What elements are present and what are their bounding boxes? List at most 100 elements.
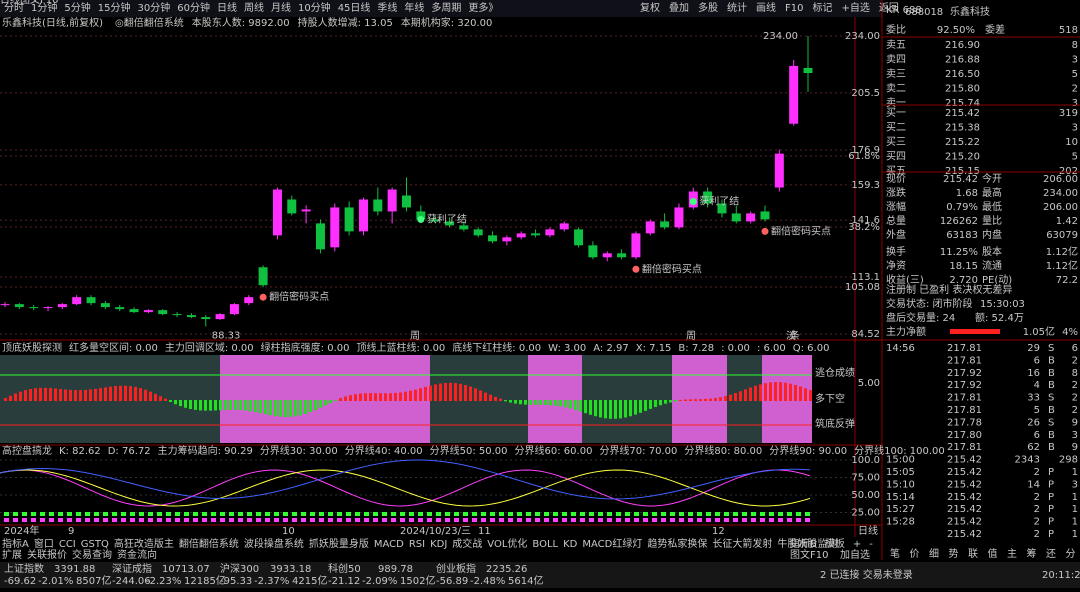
period-tab[interactable]: 5分钟	[64, 1, 90, 14]
signal-bar	[121, 512, 126, 516]
indicator-tab[interactable]: 长征大箭发射	[712, 537, 772, 550]
info-value: 63183	[946, 230, 978, 241]
panel-tab[interactable]: 筹	[1027, 547, 1037, 560]
histogram-bar	[749, 387, 752, 401]
tab-button[interactable]: +	[853, 539, 861, 550]
side-tab[interactable]: 日线	[858, 524, 878, 537]
tool-button[interactable]: 返回	[879, 2, 899, 14]
tab-button[interactable]: 指标B	[790, 537, 817, 550]
panel-tab[interactable]: 扩展	[2, 548, 22, 561]
period-tab[interactable]: 季线	[377, 1, 397, 14]
signal-bar	[805, 518, 810, 522]
indicator-tab[interactable]: KDJ	[430, 539, 447, 550]
panel-tab[interactable]: 还	[1046, 548, 1056, 560]
period-tab[interactable]: 15分钟	[98, 1, 131, 14]
tool-button[interactable]: +自选	[841, 1, 869, 14]
panel-tab[interactable]: 势	[949, 547, 959, 560]
period-tab[interactable]: 60分钟	[177, 1, 210, 14]
signal-bar	[679, 518, 684, 522]
indicator-tab[interactable]: 成交战	[452, 537, 482, 550]
indicator-value: 分界线70: 70.00	[599, 444, 677, 457]
indicator-tab[interactable]: KD	[563, 539, 578, 550]
indicator-tab[interactable]: GSTQ	[81, 539, 109, 550]
panel-tab[interactable]: 联	[968, 548, 978, 560]
panel-tab[interactable]: 值	[988, 547, 998, 560]
tool-button[interactable]: F10	[785, 3, 803, 14]
signal-bar	[760, 512, 765, 516]
side-tab[interactable]: 图文F10	[790, 548, 828, 561]
index-name: 沪深300	[220, 562, 259, 575]
candle-body	[143, 310, 153, 313]
period-tab[interactable]: 多周期	[431, 1, 461, 14]
period-tab[interactable]: 年线	[404, 1, 424, 14]
period-tab[interactable]: 更多》	[468, 1, 498, 14]
histogram-bar	[364, 393, 367, 401]
candle-body	[315, 223, 325, 250]
indicator-tab[interactable]: BOLL	[532, 539, 558, 550]
indicator-tab[interactable]: MACD	[374, 539, 404, 550]
trade-volume: 62	[1027, 442, 1040, 453]
signal-bar	[310, 518, 315, 522]
tab-button[interactable]: 模板	[825, 537, 845, 550]
candle-body	[459, 225, 469, 230]
tool-button[interactable]: 复权	[640, 1, 660, 14]
oscillator-line	[0, 459, 811, 500]
panel-tab[interactable]: 交易查询	[72, 548, 112, 561]
indicator-tab[interactable]: 抓妖股量身版	[309, 537, 369, 550]
candle-body	[402, 195, 411, 208]
indicator-tab[interactable]: RSI	[409, 539, 425, 550]
info-label: 净资	[886, 259, 906, 272]
indicator-tab[interactable]: 高狂改造版主	[114, 537, 174, 550]
period-tab[interactable]: 月线	[271, 1, 291, 14]
stat: 本期机构家: 320.00	[401, 16, 493, 29]
indicator-tab[interactable]: VOL优化	[487, 537, 527, 550]
tool-button[interactable]: 统计	[727, 1, 747, 14]
index-change: -69.62	[4, 576, 36, 587]
signal-bar	[274, 518, 279, 522]
side-tab[interactable]: 加自选	[840, 548, 870, 561]
period-tab[interactable]: 周线	[244, 1, 264, 14]
panel-tab[interactable]: 资金流向	[117, 548, 157, 561]
tags: 注册制 已盈利 表决权无差异	[886, 283, 1012, 296]
panel-tab[interactable]: 主	[1007, 548, 1017, 560]
histogram-bar	[494, 396, 497, 401]
panel-tab[interactable]: 分	[1066, 548, 1076, 560]
signal-bar	[67, 512, 72, 516]
panel-tab[interactable]: 价	[910, 548, 920, 560]
tab-button[interactable]: -	[869, 539, 873, 550]
histogram-bar	[384, 393, 387, 401]
indicator-tab[interactable]: 牛股妖股监测	[777, 537, 837, 550]
period-tab[interactable]: 1分钟	[31, 1, 57, 14]
candle-body	[760, 211, 770, 220]
trade-count: 2	[1072, 405, 1078, 416]
indicator-tab[interactable]: 趋势私家换保	[647, 537, 707, 550]
period-tab[interactable]: 45日线	[338, 1, 371, 14]
period-tab[interactable]: 日线	[217, 1, 237, 14]
histogram-bar	[89, 389, 92, 401]
trade-side: B	[1048, 430, 1055, 441]
indicator-tab[interactable]: CCI	[59, 539, 76, 550]
indicator-tab[interactable]: 波段操盘系统	[244, 537, 304, 550]
indicator-tab[interactable]: 窗口	[34, 537, 54, 550]
indicator-tab[interactable]: 翻倍翻倍系统	[179, 537, 239, 550]
period-tab[interactable]: 30分钟	[137, 1, 170, 14]
period-tab[interactable]: 10分钟	[298, 1, 331, 14]
panel-tab[interactable]: 细	[929, 547, 939, 560]
tool-button[interactable]: 画线	[756, 1, 776, 14]
indicator-tab[interactable]: MACD红绿灯	[582, 537, 642, 550]
period-tab[interactable]: 分时	[4, 2, 24, 14]
label: 图文F10	[20, 0, 58, 6]
histogram-bar	[154, 393, 157, 401]
tool-button[interactable]: 多股	[698, 1, 718, 14]
indicator-tab[interactable]: 指标A	[2, 537, 29, 550]
candle-body	[445, 221, 455, 226]
tool-button[interactable]: 叠加	[669, 2, 689, 14]
signal-bar	[202, 518, 207, 522]
signal-bar	[787, 512, 792, 516]
panel-tab[interactable]: 笔	[890, 547, 900, 560]
signal-bar	[157, 512, 162, 516]
signal-bar	[634, 512, 639, 516]
panel-tab[interactable]: 关联报价	[27, 548, 67, 561]
signal-bar	[652, 518, 657, 522]
tool-button[interactable]: 标记	[812, 2, 832, 14]
